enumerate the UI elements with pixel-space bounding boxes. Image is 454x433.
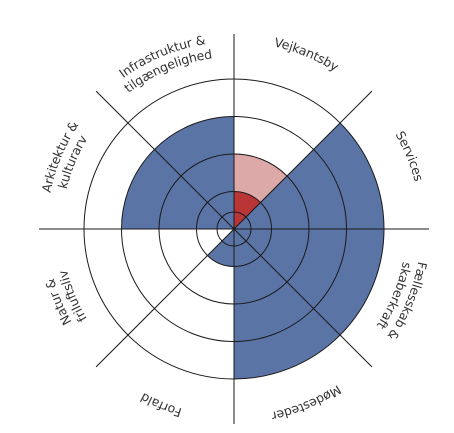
category-label-3-line-0: Mødesteder: [270, 383, 345, 425]
category-label-1-line-0: Services: [393, 128, 427, 183]
wedge-series-0-sector-4: [207, 229, 234, 267]
wedge-series-0-sector-1: [234, 122, 384, 229]
spoke-7: [95, 90, 235, 230]
spoke-3: [233, 228, 373, 368]
chart-wedges: [121, 116, 384, 379]
spoke-1: [233, 90, 373, 230]
chart-spokes: [39, 34, 429, 424]
wedge-series-3-sector-6: [121, 149, 234, 229]
wedge-series-3-sector-7: [154, 116, 234, 229]
category-label-0-line-0: Vejkantsby: [273, 34, 342, 74]
category-label-4-line-0: Forfald: [138, 390, 184, 420]
wedge-series-0-sector-3: [234, 229, 341, 379]
spoke-5: [95, 228, 235, 368]
wedge-series-1-sector-0: [234, 191, 261, 229]
wedge-series-0-sector-2: [234, 229, 384, 336]
